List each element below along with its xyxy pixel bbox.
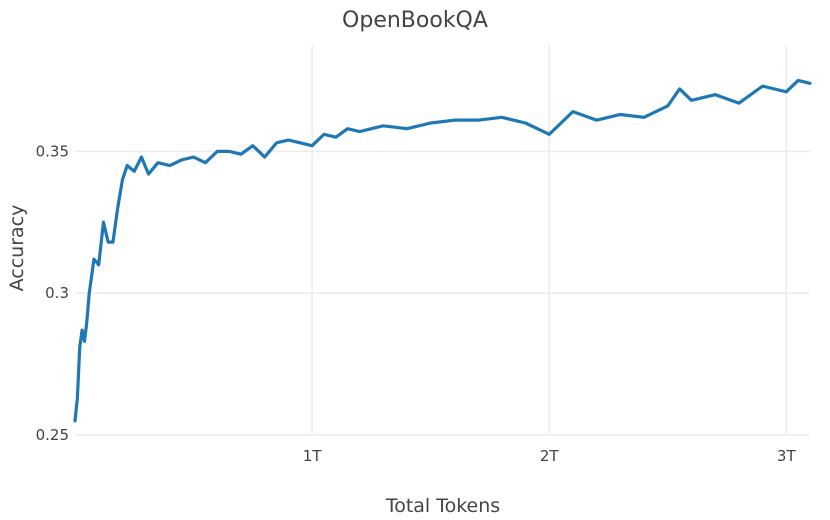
series-line (73, 78, 812, 423)
chart-title: OpenBookQA (342, 8, 488, 33)
y-tick-label: 0.35 (36, 142, 69, 160)
y-axis-title: Accuracy (6, 205, 28, 292)
y-tick-label: 0.25 (36, 426, 69, 444)
x-tick-label: 1T (303, 447, 323, 465)
x-tick-labels: 1T 2T 3T (303, 447, 797, 465)
x-gridlines (311, 45, 788, 435)
y-tick-labels: 0.25 0.3 0.35 (36, 142, 69, 444)
y-tick-label: 0.3 (45, 284, 69, 302)
x-tick-label: 3T (777, 447, 797, 465)
y-gridlines (75, 150, 810, 436)
x-tick-label: 2T (540, 447, 560, 465)
series-layer (73, 78, 812, 423)
x-axis-title: Total Tokens (385, 495, 500, 517)
